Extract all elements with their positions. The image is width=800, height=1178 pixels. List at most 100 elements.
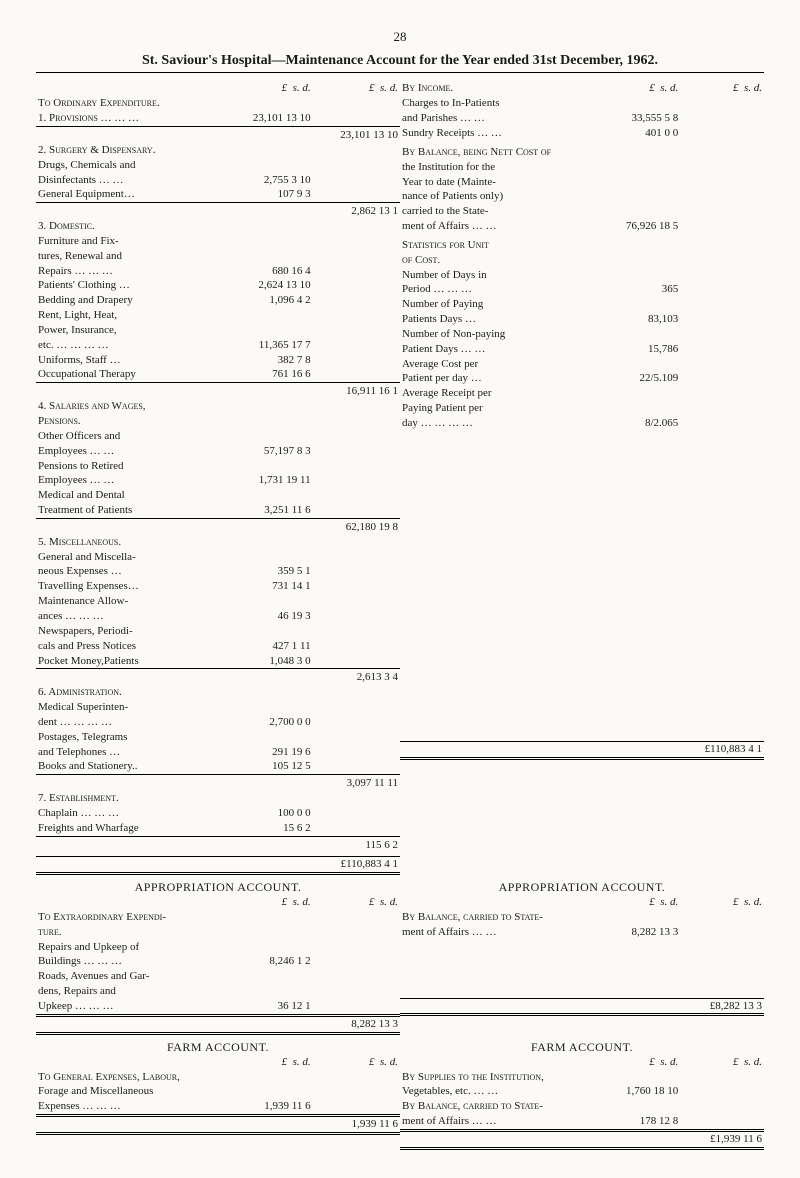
maintenance-account-ledger: £ s. d. £ s. d. To Ordinary Expenditure.… (36, 81, 764, 874)
avgcost-amount: 22/5.109 (597, 371, 681, 386)
paying-l1: Number of Paying (400, 297, 597, 312)
salaries-label2: Pensions. (36, 414, 225, 429)
appropriation-account-ledger: APPROPRIATION ACCOUNT. £ s. d. £ s. d. T… (36, 875, 764, 1035)
furniture-l1: Furniture and Fix- (36, 234, 225, 249)
col-d: d. (670, 896, 678, 908)
furniture-amount: 680 16 4 (225, 264, 312, 279)
col-s: s. (660, 82, 667, 94)
col-d: d. (754, 82, 762, 94)
charges-label: Charges to In-Patients (400, 96, 597, 111)
col-s: s. (380, 896, 387, 908)
farm-right-table: £ s. d. £ s. d. By Supplies to the Insti… (400, 1055, 764, 1150)
expenditure-grand-total: £110,883 4 1 (313, 856, 400, 873)
parishes-label: and Parishes … … (400, 111, 597, 126)
equipment-amount: 107 9 3 (225, 187, 312, 202)
balance-l6: ment of Affairs … … (400, 219, 597, 234)
roads-l3: Upkeep … … … (36, 999, 225, 1014)
approp-repairs-l1: Repairs and Upkeep of (36, 940, 225, 955)
officers-l2: Employees … … (36, 444, 225, 459)
col-L: £ (369, 896, 375, 908)
news-l1: Newspapers, Periodi- (36, 624, 225, 639)
col-d: d. (754, 896, 762, 908)
bedding-label: Bedding and Drapery (36, 293, 225, 308)
page-title: St. Saviour's Hospital—Maintenance Accou… (36, 52, 764, 71)
balance-l3: Year to date (Mainte- (400, 175, 597, 190)
col-L: £ (282, 82, 288, 94)
farm-bal-l2: ment of Affairs … … (400, 1114, 597, 1129)
approp-bal-amount: 8,282 13 3 (597, 925, 681, 940)
non-l2: Patient Days … … (400, 342, 597, 357)
expenditure-heading: To Ordinary Expenditure. (36, 96, 225, 111)
balance-l4: nance of Patients only) (400, 189, 597, 204)
rent-l1: Rent, Light, Heat, (36, 308, 225, 323)
maint-l2: ances … … … (36, 609, 225, 624)
maint-amount: 46 19 3 (225, 609, 312, 624)
farm-sup-l1: By Supplies to the Institution, (400, 1070, 597, 1085)
uniforms-amount: 382 7 8 (225, 353, 312, 368)
col-L: £ (282, 896, 288, 908)
medical-amount: 3,251 11 6 (225, 503, 312, 518)
farm-account-ledger: FARM ACCOUNT. £ s. d. £ s. d. To General… (36, 1035, 764, 1150)
estab-subtotal: 115 6 2 (313, 838, 400, 853)
farm-bal-amount: 178 12 8 (597, 1114, 681, 1129)
approp-heading-left: APPROPRIATION ACCOUNT. (36, 879, 400, 895)
post-amount: 291 19 6 (225, 745, 312, 760)
officers-l1: Other Officers and (36, 429, 225, 444)
col-L: £ (369, 1056, 375, 1068)
news-l2: cals and Press Notices (36, 639, 225, 654)
farm-bal-l1: By Balance, carried to State- (400, 1099, 597, 1114)
books-amount: 105 12 5 (225, 759, 312, 774)
travel-amount: 731 14 1 (225, 579, 312, 594)
income-grand-total: £110,883 4 1 (680, 741, 764, 758)
freight-label: Freights and Wharfage (36, 821, 225, 836)
furniture-l2: tures, Renewal and (36, 249, 225, 264)
col-s: s. (293, 1056, 300, 1068)
col-d: d. (754, 1056, 762, 1068)
rule (36, 72, 764, 73)
freight-amount: 15 6 2 (225, 821, 312, 836)
post-l2: and Telephones … (36, 745, 225, 760)
avgrcpt-l3: day … … … … (400, 416, 597, 431)
general-amount: 359 5 1 (225, 564, 312, 579)
super-l1: Medical Superinten- (36, 700, 225, 715)
parishes-amount: 33,555 5 8 (597, 111, 681, 126)
approp-heading-right: APPROPRIATION ACCOUNT. (400, 879, 764, 895)
col-d: d. (670, 82, 678, 94)
col-L: £ (369, 82, 375, 94)
post-l1: Postages, Telegrams (36, 730, 225, 745)
paying-l2: Patients Days … (400, 312, 597, 327)
col-d: d. (302, 896, 310, 908)
avgcost-l1: Average Cost per (400, 357, 597, 372)
rent-l3: etc. … … … … (36, 338, 225, 353)
days-l2: Period … … … (400, 282, 597, 297)
furniture-l3: Repairs … … … (36, 264, 225, 279)
extra-l2: ture. (36, 925, 225, 940)
medical-l2: Treatment of Patients (36, 503, 225, 518)
salaries-subtotal: 62,180 19 8 (313, 520, 400, 535)
non-amount: 15,786 (597, 342, 681, 357)
clothing-label: Patients' Clothing … (36, 278, 225, 293)
admin-label: 6. Administration. (36, 685, 225, 700)
occtherapy-amount: 761 16 6 (225, 367, 312, 382)
drugs-amount: 2,755 3 10 (225, 173, 312, 188)
avgrcpt-l2: Paying Patient per (400, 401, 597, 416)
col-s: s. (380, 82, 387, 94)
rent-amount: 11,365 17 7 (225, 338, 312, 353)
col-L: £ (733, 1056, 739, 1068)
balance-l2: the Institution for the (400, 160, 597, 175)
avgrcpt-amount: 8/2.065 (597, 416, 681, 431)
super-l2: dent … … … … (36, 715, 225, 730)
stats-head2: of Cost. (400, 253, 597, 268)
col-d: d. (302, 82, 310, 94)
retired-amount: 1,731 19 11 (225, 473, 312, 488)
sundry-amount: 401 0 0 (597, 126, 681, 141)
col-s: s. (744, 896, 751, 908)
days-l1: Number of Days in (400, 268, 597, 283)
medical-l1: Medical and Dental (36, 488, 225, 503)
misc-label: 5. Miscellaneous. (36, 535, 225, 550)
col-s: s. (744, 1056, 751, 1068)
news-amount: 427 1 11 (225, 639, 312, 654)
income-table: By Income. £ s. d. £ s. d. Charges to In… (400, 81, 764, 759)
farm-heading-right: FARM ACCOUNT. (400, 1039, 764, 1055)
farm-right-total: £1,939 11 6 (680, 1132, 764, 1149)
